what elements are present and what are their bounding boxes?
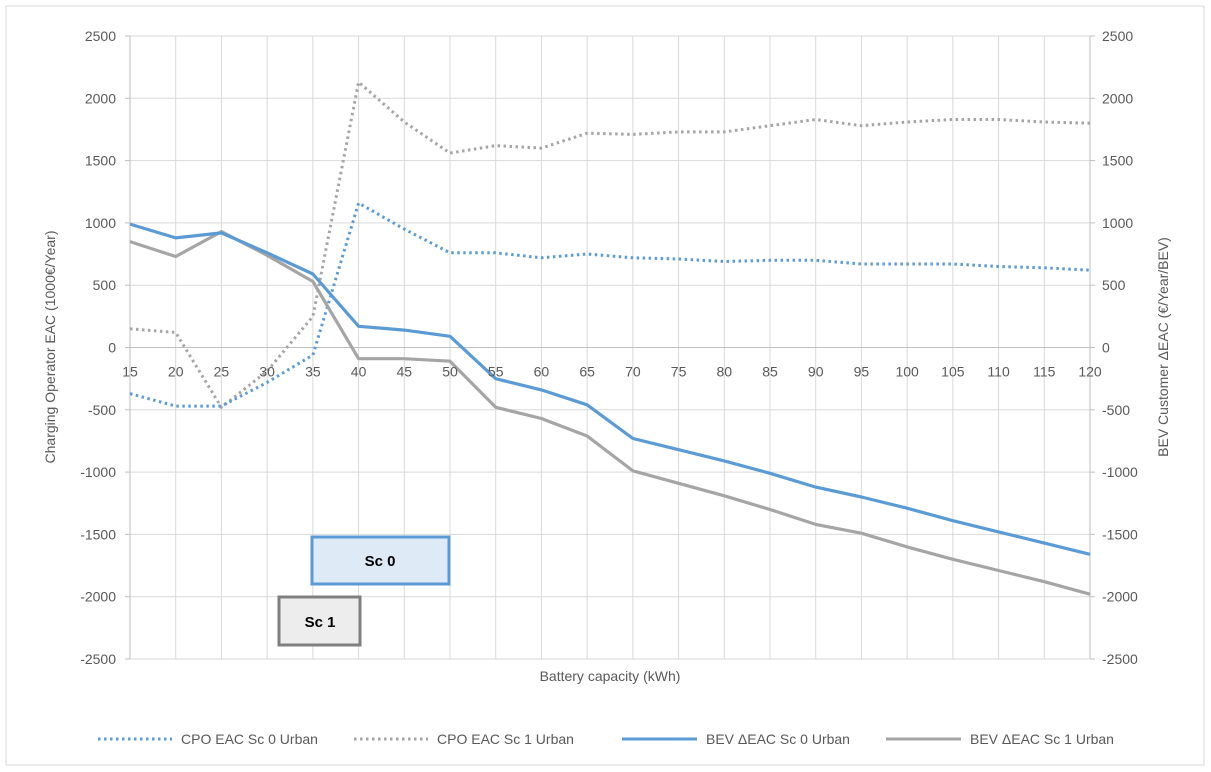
right-y-tick-labels: 2500 2000 1500 1000 500 0 -500 -1000 -1500 -2000 -… [1102, 28, 1138, 667]
x-tick-label: 120 [1078, 364, 1102, 380]
left-y-tick-label: -2000 [80, 589, 116, 605]
annotation-label-sc1: Sc 1 [305, 614, 336, 631]
x-tick-label: 85 [762, 364, 778, 380]
chart-border [5, 5, 1205, 766]
x-tick-label: 20 [168, 364, 184, 380]
left-y-tick-label: -1000 [80, 464, 116, 480]
x-tick-label: 80 [716, 364, 732, 380]
right-y-tick-label: -2500 [1102, 651, 1138, 667]
x-tick-label: 90 [808, 364, 824, 380]
x-tick-label: 110 [987, 364, 1010, 380]
x-axis-title: Battery capacity (kWh) [540, 668, 681, 684]
x-tick-label: 25 [214, 364, 230, 380]
left-y-tick-label: 0 [108, 340, 116, 356]
series-line-bev-eac-sc-0-urban [129, 222, 1091, 556]
x-tick-label: 105 [941, 364, 965, 380]
x-tick-label: 50 [442, 364, 458, 380]
right-y-tick-label: -500 [1102, 402, 1130, 418]
series-line-bev-eac-sc-1-urban [129, 230, 1091, 596]
left-y-tick-label: -2500 [80, 651, 116, 667]
right-y-tick-label: 1000 [1102, 215, 1133, 231]
x-tick-label: 100 [895, 364, 919, 380]
right-y-tick-label: 500 [1102, 277, 1126, 293]
left-y-tick-label: 1000 [85, 215, 116, 231]
right-y-tick-label: 1500 [1102, 153, 1133, 169]
x-tick-labels: 15 20 25 30 35 40 45 50 55 60 65 70 75 80 85 90 95 100 105… [122, 364, 1102, 380]
left-y-tick-label: 500 [93, 277, 117, 293]
right-y-tick-label: 2000 [1102, 90, 1133, 106]
left-y-tick-labels: 2500 2000 1500 1000 500 0 -500 -1000 -1500 -2000 -… [80, 28, 116, 667]
legend-label: CPO EAC Sc 0 Urban [181, 731, 318, 747]
x-tick-label: 70 [625, 364, 641, 380]
x-tick-label: 75 [671, 364, 687, 380]
annotation-box-sc0 [310, 535, 451, 586]
left-y-axis-title: Charging Operator EAC (1000€/Year) [42, 231, 58, 464]
right-y-tick-label: 2500 [1102, 28, 1133, 44]
x-tick-label: 60 [534, 364, 550, 380]
left-y-tick-label: 2500 [85, 28, 116, 44]
x-tick-label: 95 [854, 364, 870, 380]
annotation-boxes: Sc 0 Sc 1 [277, 535, 451, 647]
left-y-tick-label: -500 [88, 402, 116, 418]
right-y-tick-label: 0 [1102, 340, 1110, 356]
series-lines [129, 80, 1091, 596]
right-y-tick-label: -2000 [1102, 589, 1138, 605]
legend: CPO EAC Sc 0 Urban CPO EAC Sc 1 Urban BEV … [98, 731, 1114, 747]
legend-label: BEV ΔEAC Sc 0 Urban [706, 731, 850, 747]
horizontal-gridlines [125, 35, 1095, 660]
right-y-tick-label: -1000 [1102, 464, 1138, 480]
left-y-tick-label: -1500 [80, 526, 116, 542]
x-tick-label: 35 [305, 364, 321, 380]
x-tick-label: 65 [579, 364, 595, 380]
left-y-tick-label: 1500 [85, 153, 116, 169]
x-tick-label: 15 [122, 364, 138, 380]
x-tick-label: 30 [259, 364, 275, 380]
x-tick-label: 45 [396, 364, 412, 380]
right-y-axis-title: BEV Customer ΔEAC (€/Year/BEV) [1155, 237, 1171, 457]
series-line-cpo-eac-sc-1-urban [129, 80, 1091, 409]
annotation-label-sc0: Sc 0 [365, 553, 396, 570]
x-tick-label: 40 [351, 364, 367, 380]
legend-label: BEV ΔEAC Sc 1 Urban [970, 731, 1114, 747]
annotation-box-sc1 [277, 595, 362, 647]
x-tick-label: 55 [488, 364, 504, 380]
x-tick-label: 115 [1033, 364, 1056, 380]
legend-label: CPO EAC Sc 1 Urban [437, 731, 574, 747]
right-y-tick-label: -1500 [1102, 526, 1138, 542]
left-y-tick-label: 2000 [85, 90, 116, 106]
